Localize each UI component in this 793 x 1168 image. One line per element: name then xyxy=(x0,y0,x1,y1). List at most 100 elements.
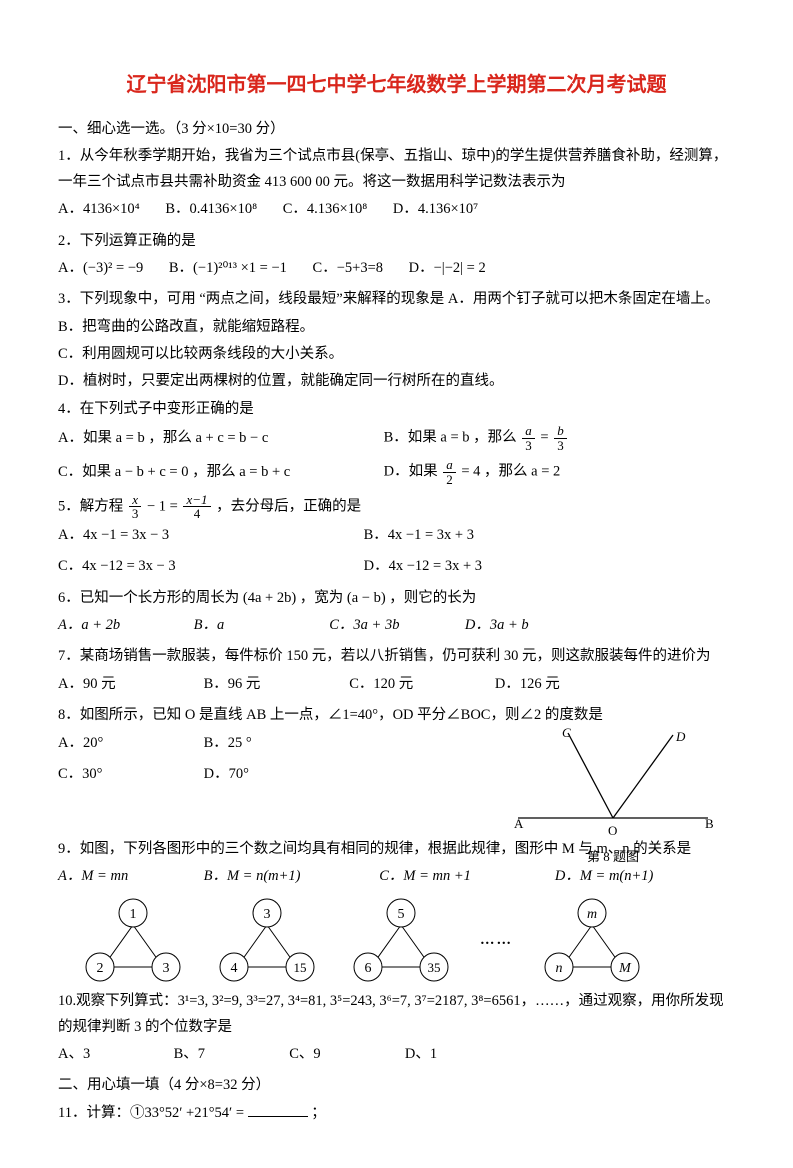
q5-opt-a: A．4x −1 = 3x − 3 xyxy=(58,523,338,548)
q11-line: 11．计算：①33°52′ +21°54′ = ； xyxy=(58,1101,735,1126)
q9-tri-2: 3 4 15 xyxy=(212,895,322,985)
q11-blank xyxy=(248,1102,308,1117)
q2-options: A．(−3)² = −9 B．(−1)²⁰¹³ ×1 = −1 C．−5+3=8… xyxy=(58,256,735,281)
q3-opt-d: D．植树时，只要定出两棵树的位置，就能确定同一行树所在的直线。 xyxy=(58,369,735,394)
t1c: 3 xyxy=(163,961,170,976)
q9-opt-b: B．M = n(m+1) xyxy=(204,864,354,889)
label-C: C xyxy=(562,725,571,740)
q5-row2: C．4x −12 = 3x − 3 D．4x −12 = 3x + 3 xyxy=(58,554,735,579)
q5-text: 5．解方程 x3 − 1 = x−14 ，去分母后，正确的是 xyxy=(58,493,735,521)
q4-d-tail: = 4 ，那么 a = 2 xyxy=(461,464,560,480)
label-D: D xyxy=(675,729,686,744)
q10-opt-c: C、9 xyxy=(289,1042,379,1067)
q9-opt-c: C．M = mn +1 xyxy=(379,864,529,889)
q9-tri-3: 5 6 35 xyxy=(346,895,456,985)
q10-options: A、3 B、7 C、9 D、1 xyxy=(58,1042,735,1067)
q5-tail: ，去分母后，正确的是 xyxy=(216,498,361,514)
frac-x-3: x3 xyxy=(129,493,142,521)
q1-opt-a: A．4136×10⁴ xyxy=(58,197,140,222)
q6-options: A．a + 2b B．a C．3a + 3b D．3a + b xyxy=(58,613,735,638)
q7-opt-a: A．90 元 xyxy=(58,672,178,697)
q4-b-lead: B．如果 a = b ，那么 xyxy=(384,430,521,446)
q2-opt-c: C．−5+3=8 xyxy=(313,256,383,281)
q7-options: A．90 元 B．96 元 C．120 元 D．126 元 xyxy=(58,672,735,697)
triangle-icon: m n M xyxy=(537,895,647,985)
q4-a-text: A．如果 a = b ，那么 a + c = b − c xyxy=(58,430,268,446)
q3-opt-b: B．把弯曲的公路改直，就能缩短路程。 xyxy=(58,315,735,340)
triangle-icon: 3 4 15 xyxy=(212,895,322,985)
frac-a-3: a3 xyxy=(522,424,535,452)
t4c: M xyxy=(618,961,632,976)
q8-caption: 第 8 题图 xyxy=(508,846,718,869)
t2c: 15 xyxy=(294,960,307,975)
q2-text: 2．下列运算正确的是 xyxy=(58,229,735,254)
q3-opt-c: C．利用圆规可以比较两条线段的大小关系。 xyxy=(58,342,735,367)
q7-opt-c: C．120 元 xyxy=(349,672,469,697)
q6-opt-d: D．3a + b xyxy=(465,613,529,638)
q4-row1: A．如果 a = b ，那么 a + c = b − c B．如果 a = b … xyxy=(58,424,735,452)
q8-opt-d: D．70° xyxy=(204,762,249,787)
frac-x1-4: x−14 xyxy=(183,493,210,521)
label-B: B xyxy=(705,816,714,831)
frac-a-2: a2 xyxy=(443,458,456,486)
q1-options: A．4136×10⁴ B．0.4136×10⁸ C．4.136×10⁸ D．4.… xyxy=(58,197,735,222)
q1-opt-c: C．4.136×10⁸ xyxy=(283,197,368,222)
q4-text: 4．在下列式子中变形正确的是 xyxy=(58,397,735,422)
q5-opt-d: D．4x −12 = 3x + 3 xyxy=(364,554,482,579)
q8-block: A．20° B．25 ° C．30° D．70° A B O C D 第 8 题… xyxy=(58,731,735,837)
q8-opt-b: B．25 ° xyxy=(204,731,252,756)
t2b: 4 xyxy=(231,961,238,976)
q1-opt-b: B．0.4136×10⁸ xyxy=(165,197,257,222)
q8-row2: C．30° D．70° xyxy=(58,762,298,787)
t3b: 6 xyxy=(365,961,372,976)
eq-sign: = xyxy=(540,430,552,446)
exam-page: 辽宁省沈阳市第一四七中学七年级数学上学期第二次月考试题 一、细心选一选。（3 分… xyxy=(0,0,793,1168)
page-title: 辽宁省沈阳市第一四七中学七年级数学上学期第二次月考试题 xyxy=(58,68,735,103)
q10-text: 10.观察下列算式：3¹=3, 3²=9, 3³=27, 3⁴=81, 3⁵=2… xyxy=(58,989,735,1040)
t3a: 5 xyxy=(398,907,405,922)
q5-opt-b: B．4x −1 = 3x + 3 xyxy=(364,523,474,548)
triangle-icon: 1 2 3 xyxy=(78,895,188,985)
label-A: A xyxy=(514,816,524,831)
t2a: 3 xyxy=(264,907,271,922)
q3-lead: 3．下列现象中，可用 “两点之间，线段最短”来解释的现象是 A．用两个钉子就可以… xyxy=(58,287,735,312)
t1a: 1 xyxy=(130,907,137,922)
q5-lead: 5．解方程 xyxy=(58,498,127,514)
q4-opt-c: C．如果 a − b + c = 0 ，那么 a = b + c xyxy=(58,460,358,485)
q7-text: 7．某商场销售一款服装，每件标价 150 元，若以八折销售，仍可获利 30 元，… xyxy=(58,644,735,669)
t4b: n xyxy=(556,961,563,976)
q5-opt-c: C．4x −12 = 3x − 3 xyxy=(58,554,338,579)
q6-opt-c: C．3a + 3b xyxy=(329,613,439,638)
q5-row1: A．4x −1 = 3x − 3 B．4x −1 = 3x + 3 xyxy=(58,523,735,548)
angle-diagram-icon: A B O C D xyxy=(508,723,718,843)
q2-opt-b: B．(−1)²⁰¹³ ×1 = −1 xyxy=(169,256,287,281)
q2-opt-a: A．(−3)² = −9 xyxy=(58,256,143,281)
q6-opt-b: B．a xyxy=(194,613,304,638)
q8-opt-c: C．30° xyxy=(58,762,178,787)
frac-b-3: b3 xyxy=(554,424,567,452)
q10-opt-b: B、7 xyxy=(174,1042,264,1067)
q8-figure: A B O C D 第 8 题图 xyxy=(508,723,718,843)
q4-row2: C．如果 a − b + c = 0 ，那么 a = b + c D．如果 a2… xyxy=(58,458,735,486)
q10-opt-a: A、3 xyxy=(58,1042,148,1067)
q6-opt-a: A．a + 2b xyxy=(58,613,168,638)
q10-opt-d: D、1 xyxy=(405,1042,437,1067)
q4-opt-d: D．如果 a2 = 4 ，那么 a = 2 xyxy=(384,458,561,486)
q9-figure-row: 1 2 3 3 4 15 5 6 35 …… xyxy=(78,895,735,985)
t4a: m xyxy=(587,907,597,922)
q5-mid: − 1 = xyxy=(147,498,181,514)
q1-opt-d: D．4.136×10⁷ xyxy=(393,197,478,222)
q7-opt-b: B．96 元 xyxy=(204,672,324,697)
q8-opt-a: A．20° xyxy=(58,731,178,756)
q4-opt-b: B．如果 a = b ，那么 a3 = b3 xyxy=(384,424,569,452)
triangle-icon: 5 6 35 xyxy=(346,895,456,985)
q11-tail: ； xyxy=(311,1105,326,1121)
q4-opt-a: A．如果 a = b ，那么 a + c = b − c xyxy=(58,426,358,451)
q4-c-text: C．如果 a − b + c = 0 ，那么 a = b + c xyxy=(58,464,290,480)
q6-text: 6．已知一个长方形的周长为 (4a + 2b) ，宽为 (a − b) ，则它的… xyxy=(58,586,735,611)
section-2-heading: 二、用心填一填（4 分×8=32 分） xyxy=(58,1073,735,1098)
q8-opts-col: A．20° B．25 ° C．30° D．70° xyxy=(58,731,298,794)
q9-dots: …… xyxy=(480,928,513,953)
q1-text: 1．从今年秋季学期开始，我省为三个试点市县(保亭、五指山、琼中)的学生提供营养膳… xyxy=(58,144,735,195)
q9-tri-4: m n M xyxy=(537,895,647,985)
